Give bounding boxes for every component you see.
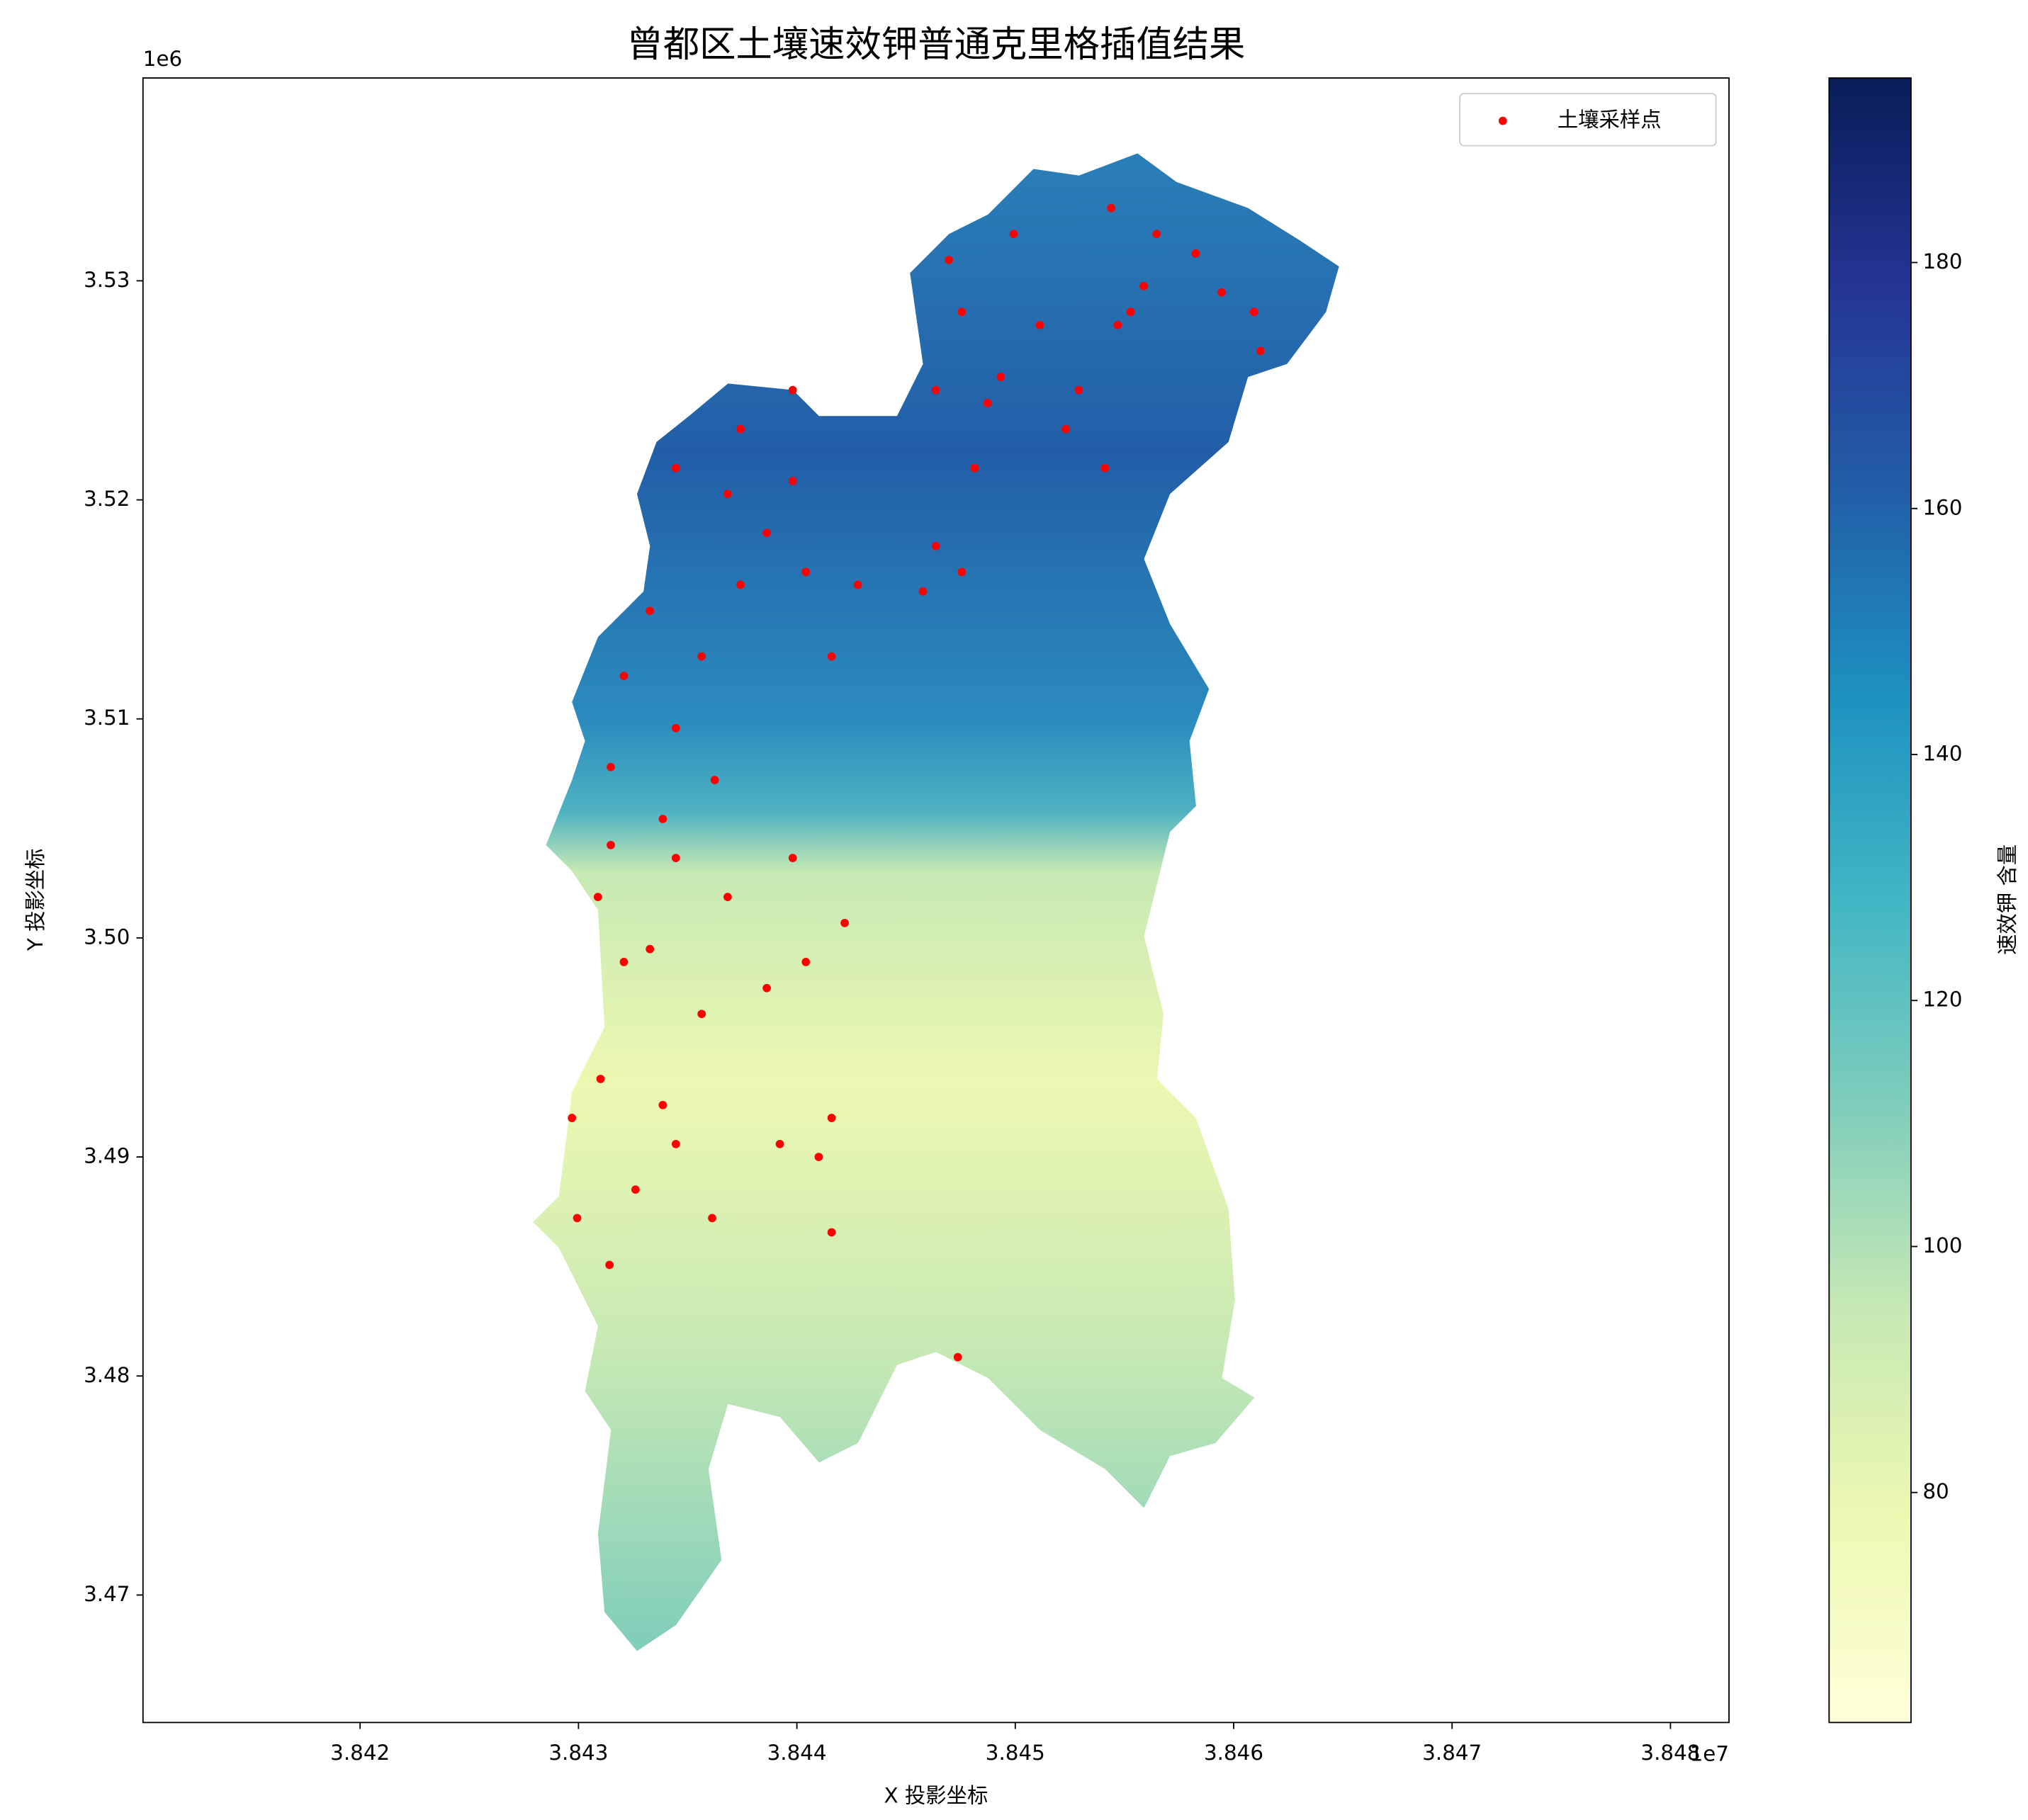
sample-point [945, 256, 953, 264]
colorbar-tick-label: 80 [1922, 1479, 1949, 1503]
sample-point [671, 1139, 680, 1148]
sample-point [827, 1114, 836, 1122]
interpolated-surface [533, 153, 1339, 1651]
sample-point [671, 723, 680, 733]
sample-point [788, 385, 797, 395]
sample-point [646, 606, 655, 616]
sample-point [970, 463, 979, 473]
sample-point [762, 529, 771, 538]
sample-point [646, 944, 655, 954]
sample-point [593, 893, 602, 901]
legend-marker [1498, 116, 1507, 125]
sample-point [1035, 320, 1044, 329]
sample-point [1100, 463, 1110, 473]
x-tick-label: 3.846 [1204, 1741, 1263, 1765]
sample-point [605, 1260, 614, 1270]
sample-point [1126, 307, 1135, 317]
sample-point [631, 1185, 640, 1194]
sample-point [957, 307, 967, 317]
sample-point [658, 815, 667, 823]
colorbar-tick-label: 100 [1922, 1233, 1962, 1257]
legend-box [1459, 93, 1717, 147]
sample-point [1191, 249, 1200, 258]
y-tick-label: 3.47 [84, 1582, 130, 1606]
chart-title: 曾都区土壤速效钾普通克里格插值结果 [626, 23, 1245, 66]
sample-point [573, 1214, 582, 1223]
x-tick-label: 3.845 [986, 1741, 1045, 1765]
sample-point [775, 1139, 784, 1148]
sample-point [708, 1214, 716, 1223]
x-tick-label: 3.847 [1422, 1741, 1482, 1765]
sample-point [1107, 203, 1115, 213]
sample-point [814, 1153, 823, 1161]
y-tick-label: 3.52 [84, 487, 130, 511]
sample-point [736, 424, 745, 434]
sample-point [953, 1352, 962, 1362]
sample-point [697, 1010, 706, 1019]
colorbar-tick-label: 180 [1922, 249, 1962, 273]
y-offset-label: 1e6 [143, 47, 182, 71]
sample-point [827, 652, 836, 661]
axes-frame [142, 77, 1730, 1724]
x-tick-label: 3.842 [330, 1741, 390, 1765]
sample-point [996, 373, 1005, 381]
sample-point [697, 652, 706, 661]
colorbar-tick-label: 120 [1922, 988, 1962, 1012]
colorbar-tick-label: 140 [1922, 741, 1962, 765]
colorbar-label: 速效钾 含量 [1995, 844, 2019, 955]
sample-point [1074, 385, 1083, 395]
sample-point [723, 490, 732, 499]
sample-point [671, 463, 680, 473]
sample-point [827, 1228, 836, 1237]
y-tick-label: 3.49 [84, 1144, 130, 1168]
y-tick-label: 3.50 [84, 925, 130, 949]
sample-point [1009, 230, 1018, 239]
sample-point [931, 385, 940, 395]
sample-point [1113, 320, 1122, 329]
sample-point [671, 854, 680, 862]
sample-point [1249, 307, 1258, 317]
sample-point [607, 840, 615, 849]
sample-point [840, 919, 849, 927]
sample-point [983, 399, 992, 407]
x-tick-label: 3.844 [767, 1741, 827, 1765]
sample-point [596, 1075, 605, 1083]
sample-point [607, 762, 615, 771]
sample-point [801, 958, 811, 966]
colorbar [1828, 77, 1912, 1724]
sample-point [918, 587, 928, 596]
y-axis-label: Y 投影坐标 [23, 848, 47, 951]
colorbar-tick-label: 160 [1922, 495, 1962, 519]
sample-point [1152, 230, 1161, 239]
sample-point [853, 580, 862, 589]
x-tick-label: 3.848 [1640, 1741, 1700, 1765]
sample-point [723, 893, 732, 901]
sample-point [1139, 281, 1148, 290]
sample-point [931, 541, 940, 550]
sample-point [1217, 288, 1226, 297]
sample-point [1061, 424, 1070, 434]
sample-point [957, 567, 967, 577]
y-tick-label: 3.51 [84, 706, 130, 730]
x-tick-label: 3.843 [548, 1741, 608, 1765]
y-tick-label: 3.53 [84, 268, 130, 292]
y-tick-label: 3.48 [84, 1363, 130, 1387]
sample-point [801, 567, 811, 577]
sample-point [762, 983, 771, 993]
x-axis-label: X 投影坐标 [884, 1783, 988, 1807]
sample-point [788, 854, 797, 862]
legend-label: 土壤采样点 [1557, 108, 1662, 132]
sample-point [736, 580, 745, 589]
x-offset-label: 1e7 [1690, 1742, 1729, 1766]
sample-point [1256, 346, 1265, 356]
sample-point [568, 1114, 577, 1122]
sample-point [710, 776, 719, 784]
sample-point [619, 672, 629, 681]
sample-point [619, 958, 629, 966]
sample-point [658, 1100, 667, 1109]
sample-point [788, 477, 797, 485]
